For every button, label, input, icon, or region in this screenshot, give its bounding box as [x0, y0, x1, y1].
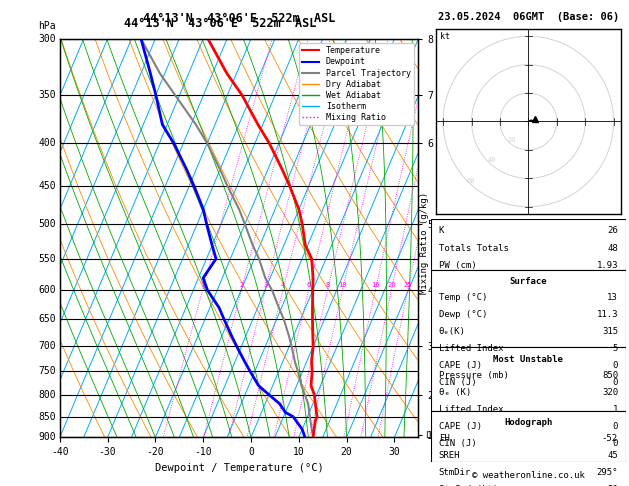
Text: 1: 1 [613, 404, 618, 414]
Bar [431, 219, 626, 270]
Text: 13: 13 [608, 293, 618, 302]
Text: -52: -52 [602, 434, 618, 443]
Bar [431, 270, 626, 347]
Text: 4: 4 [281, 282, 285, 288]
Text: K: K [438, 226, 444, 235]
Text: 6: 6 [306, 282, 311, 288]
Text: Lifted Index: Lifted Index [438, 404, 503, 414]
Text: 850: 850 [38, 412, 56, 422]
Text: 600: 600 [38, 285, 56, 295]
Text: CIN (J): CIN (J) [438, 378, 476, 387]
Text: θₑ(K): θₑ(K) [438, 327, 465, 336]
Text: 295°: 295° [596, 468, 618, 477]
Text: Pressure (mb): Pressure (mb) [438, 370, 508, 380]
Text: Totals Totals: Totals Totals [438, 243, 508, 253]
Text: 0: 0 [613, 378, 618, 387]
Text: 550: 550 [38, 254, 56, 264]
Text: 20: 20 [387, 282, 396, 288]
Text: 16: 16 [371, 282, 379, 288]
Text: 0: 0 [613, 438, 618, 448]
Text: LCL: LCL [425, 431, 440, 440]
Text: © weatheronline.co.uk: © weatheronline.co.uk [472, 471, 585, 480]
Text: 1: 1 [201, 282, 204, 288]
Text: SREH: SREH [438, 451, 460, 460]
Text: 26: 26 [608, 226, 618, 235]
Text: 650: 650 [38, 314, 56, 324]
Text: 40: 40 [487, 157, 496, 163]
Text: 10: 10 [338, 282, 347, 288]
Text: 315: 315 [602, 327, 618, 336]
Text: θₑ (K): θₑ (K) [438, 388, 471, 397]
Text: Dewp (°C): Dewp (°C) [438, 310, 487, 319]
Text: Hodograph: Hodograph [504, 418, 552, 427]
Text: 850: 850 [602, 370, 618, 380]
Text: 48: 48 [608, 243, 618, 253]
Text: 23.05.2024  06GMT  (Base: 06): 23.05.2024 06GMT (Base: 06) [438, 12, 619, 22]
Text: 450: 450 [38, 181, 56, 191]
Y-axis label: km
ASL: km ASL [449, 227, 467, 249]
Text: 900: 900 [38, 433, 56, 442]
Text: 700: 700 [38, 341, 56, 351]
Text: 750: 750 [38, 366, 56, 376]
Text: Surface: Surface [509, 277, 547, 286]
Text: CAPE (J): CAPE (J) [438, 421, 482, 431]
Text: Mixing Ratio (g/kg): Mixing Ratio (g/kg) [420, 192, 429, 294]
Text: 45: 45 [608, 451, 618, 460]
Text: 500: 500 [38, 219, 56, 229]
X-axis label: Dewpoint / Temperature (°C): Dewpoint / Temperature (°C) [155, 463, 323, 473]
Text: 2: 2 [239, 282, 243, 288]
Text: 320: 320 [602, 388, 618, 397]
Bar [431, 347, 626, 411]
Text: 400: 400 [38, 138, 56, 148]
Text: Lifted Index: Lifted Index [438, 344, 503, 353]
Text: 8: 8 [325, 282, 330, 288]
Text: 350: 350 [38, 90, 56, 100]
Text: 5: 5 [613, 344, 618, 353]
Text: 800: 800 [38, 390, 56, 399]
Bar [431, 411, 626, 462]
Text: 60: 60 [467, 178, 476, 184]
Legend: Temperature, Dewpoint, Parcel Trajectory, Dry Adiabat, Wet Adiabat, Isotherm, Mi: Temperature, Dewpoint, Parcel Trajectory… [299, 43, 414, 125]
Text: Temp (°C): Temp (°C) [438, 293, 487, 302]
Text: 25: 25 [403, 282, 412, 288]
Text: Most Unstable: Most Unstable [493, 355, 564, 364]
Text: 44°13'N  43°06'E  522m  ASL: 44°13'N 43°06'E 522m ASL [124, 17, 316, 30]
Text: CAPE (J): CAPE (J) [438, 361, 482, 370]
Text: StmDir: StmDir [438, 468, 471, 477]
Text: kt: kt [440, 32, 450, 41]
Text: 0: 0 [613, 361, 618, 370]
Text: 1.93: 1.93 [596, 261, 618, 271]
Text: 300: 300 [38, 34, 56, 44]
Text: hPa: hPa [38, 21, 56, 31]
Text: EH: EH [438, 434, 449, 443]
Text: 20: 20 [508, 137, 516, 143]
Text: 20: 20 [608, 485, 618, 486]
Text: 11.3: 11.3 [596, 310, 618, 319]
Text: StmSpd (kt): StmSpd (kt) [438, 485, 498, 486]
Text: 3: 3 [263, 282, 267, 288]
Text: PW (cm): PW (cm) [438, 261, 476, 271]
Text: CIN (J): CIN (J) [438, 438, 476, 448]
Text: 0: 0 [613, 421, 618, 431]
Text: 44°13'N  43°06'E  522m  ASL: 44°13'N 43°06'E 522m ASL [143, 12, 335, 25]
